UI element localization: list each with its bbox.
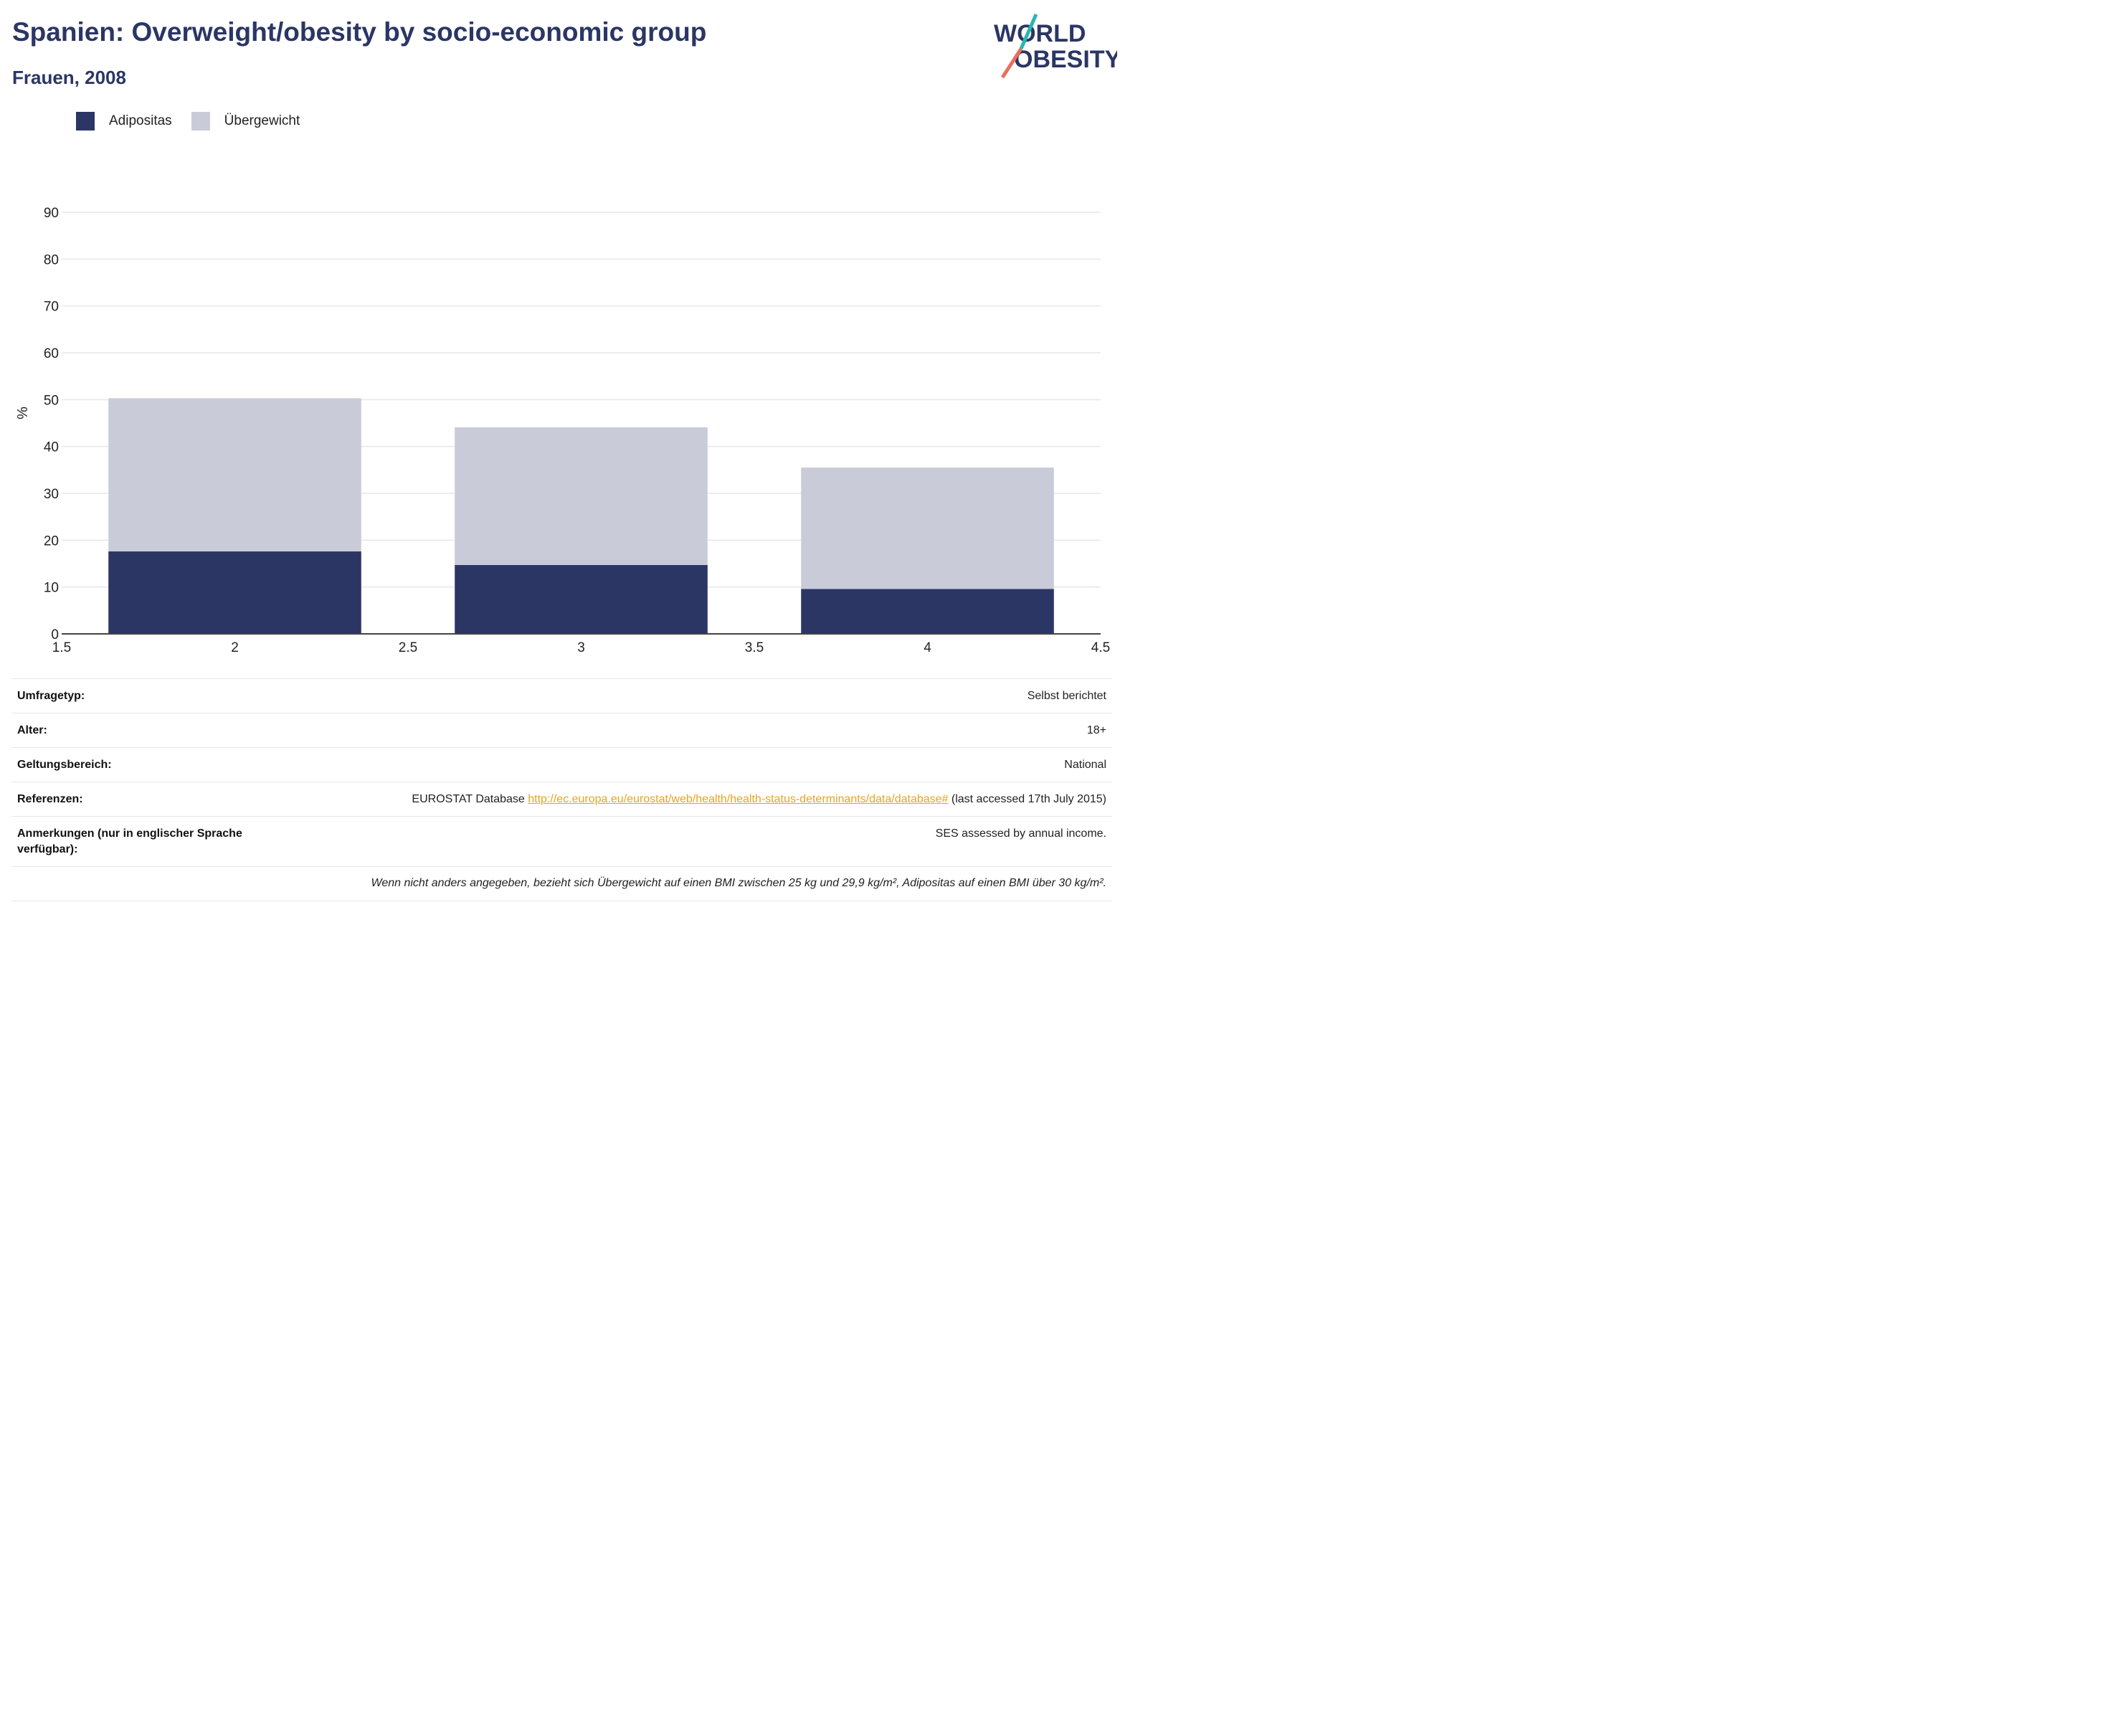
info-row-notes: Anmerkungen (nur in englischer Sprache v… [11,816,1112,866]
bar-overweight [801,468,1054,589]
info-key: Geltungsbereich: [17,759,112,771]
stacked-bar-chart: 0 10 20 30 40 50 60 70 80 90 1.5 2 2.5 3 3.5 4 4.5% [15,206,1110,655]
info-key: Alter: [17,724,47,736]
y-tick-label: 20 [44,533,59,549]
reference-prefix: EUROSTAT Database [412,793,528,805]
x-tick-label: 4 [924,640,931,655]
info-row-survey-type: Umfragetyp: Selbst berichtet [11,678,1112,713]
info-value: 18+ [1086,724,1106,736]
legend-item-overweight[interactable]: Übergewicht [191,112,300,131]
info-key: Umfragetyp: [17,690,85,702]
y-axis-label: % [15,407,31,419]
reference-suffix: (last accessed 17th July 2015) [948,793,1106,805]
x-tick-label: 2 [231,640,239,655]
y-tick-label: 0 [51,627,59,642]
info-value: Selbst berichtet [1027,690,1106,702]
logo-slash-coral [1000,47,1023,79]
bmi-footnote: Wenn nicht anders angegeben, bezieht sic… [11,866,1112,901]
info-key: Referenzen: [17,793,83,805]
legend-label-overweight: Übergewicht [224,113,300,128]
y-tick-label: 50 [44,393,59,408]
y-tick-label: 80 [44,252,59,267]
info-key: Anmerkungen (nur in englischer Sprache v… [17,827,242,855]
x-tick-label: 3 [577,640,585,655]
logo-line1: WORLD [994,20,1086,47]
legend-swatch-overweight [191,112,210,131]
x-tick-label: 1.5 [52,640,71,655]
info-row-age: Alter: 18+ [11,713,1112,747]
logo-line2: OBESITY [1014,46,1117,73]
info-row-scope: Geltungsbereich: National [11,747,1112,782]
bar-obesity [455,564,708,634]
bar-obesity [801,589,1054,634]
y-tick-label: 40 [44,440,59,455]
y-tick-label: 90 [44,206,59,221]
info-value: SES assessed by annual income. [935,827,1106,840]
info-value: EUROSTAT Database http://ec.europa.eu/eu… [412,792,1106,807]
y-tick-label: 10 [44,581,59,596]
world-obesity-logo: WORLD OBESITY [994,13,1117,79]
y-tick-label: 30 [44,487,59,502]
bar-obesity [108,551,361,634]
info-value: National [1064,759,1106,771]
info-table: Umfragetyp: Selbst berichtet Alter: 18+ … [11,678,1112,901]
logo-slash-teal [1019,13,1038,50]
info-row-references: Referenzen: EUROSTAT Database http://ec.… [11,782,1112,816]
chart-legend: Adipositas Übergewicht [76,112,319,131]
chart-subtitle: Frauen, 2008 [12,67,126,88]
legend-item-obesity[interactable]: Adipositas [76,112,172,131]
legend-label-obesity: Adipositas [109,113,172,128]
reference-link[interactable]: http://ec.europa.eu/eurostat/web/health/… [528,793,949,805]
chart-title: Spanien: Overweight/obesity by socio-eco… [12,17,707,47]
bar-overweight [455,427,708,565]
bar-overweight [108,398,361,552]
y-tick-label: 60 [44,346,59,361]
y-tick-label: 70 [44,300,59,315]
x-tick-label: 3.5 [745,640,764,655]
x-tick-label: 4.5 [1091,640,1110,655]
legend-swatch-obesity [76,112,95,131]
x-tick-label: 2.5 [399,640,417,655]
